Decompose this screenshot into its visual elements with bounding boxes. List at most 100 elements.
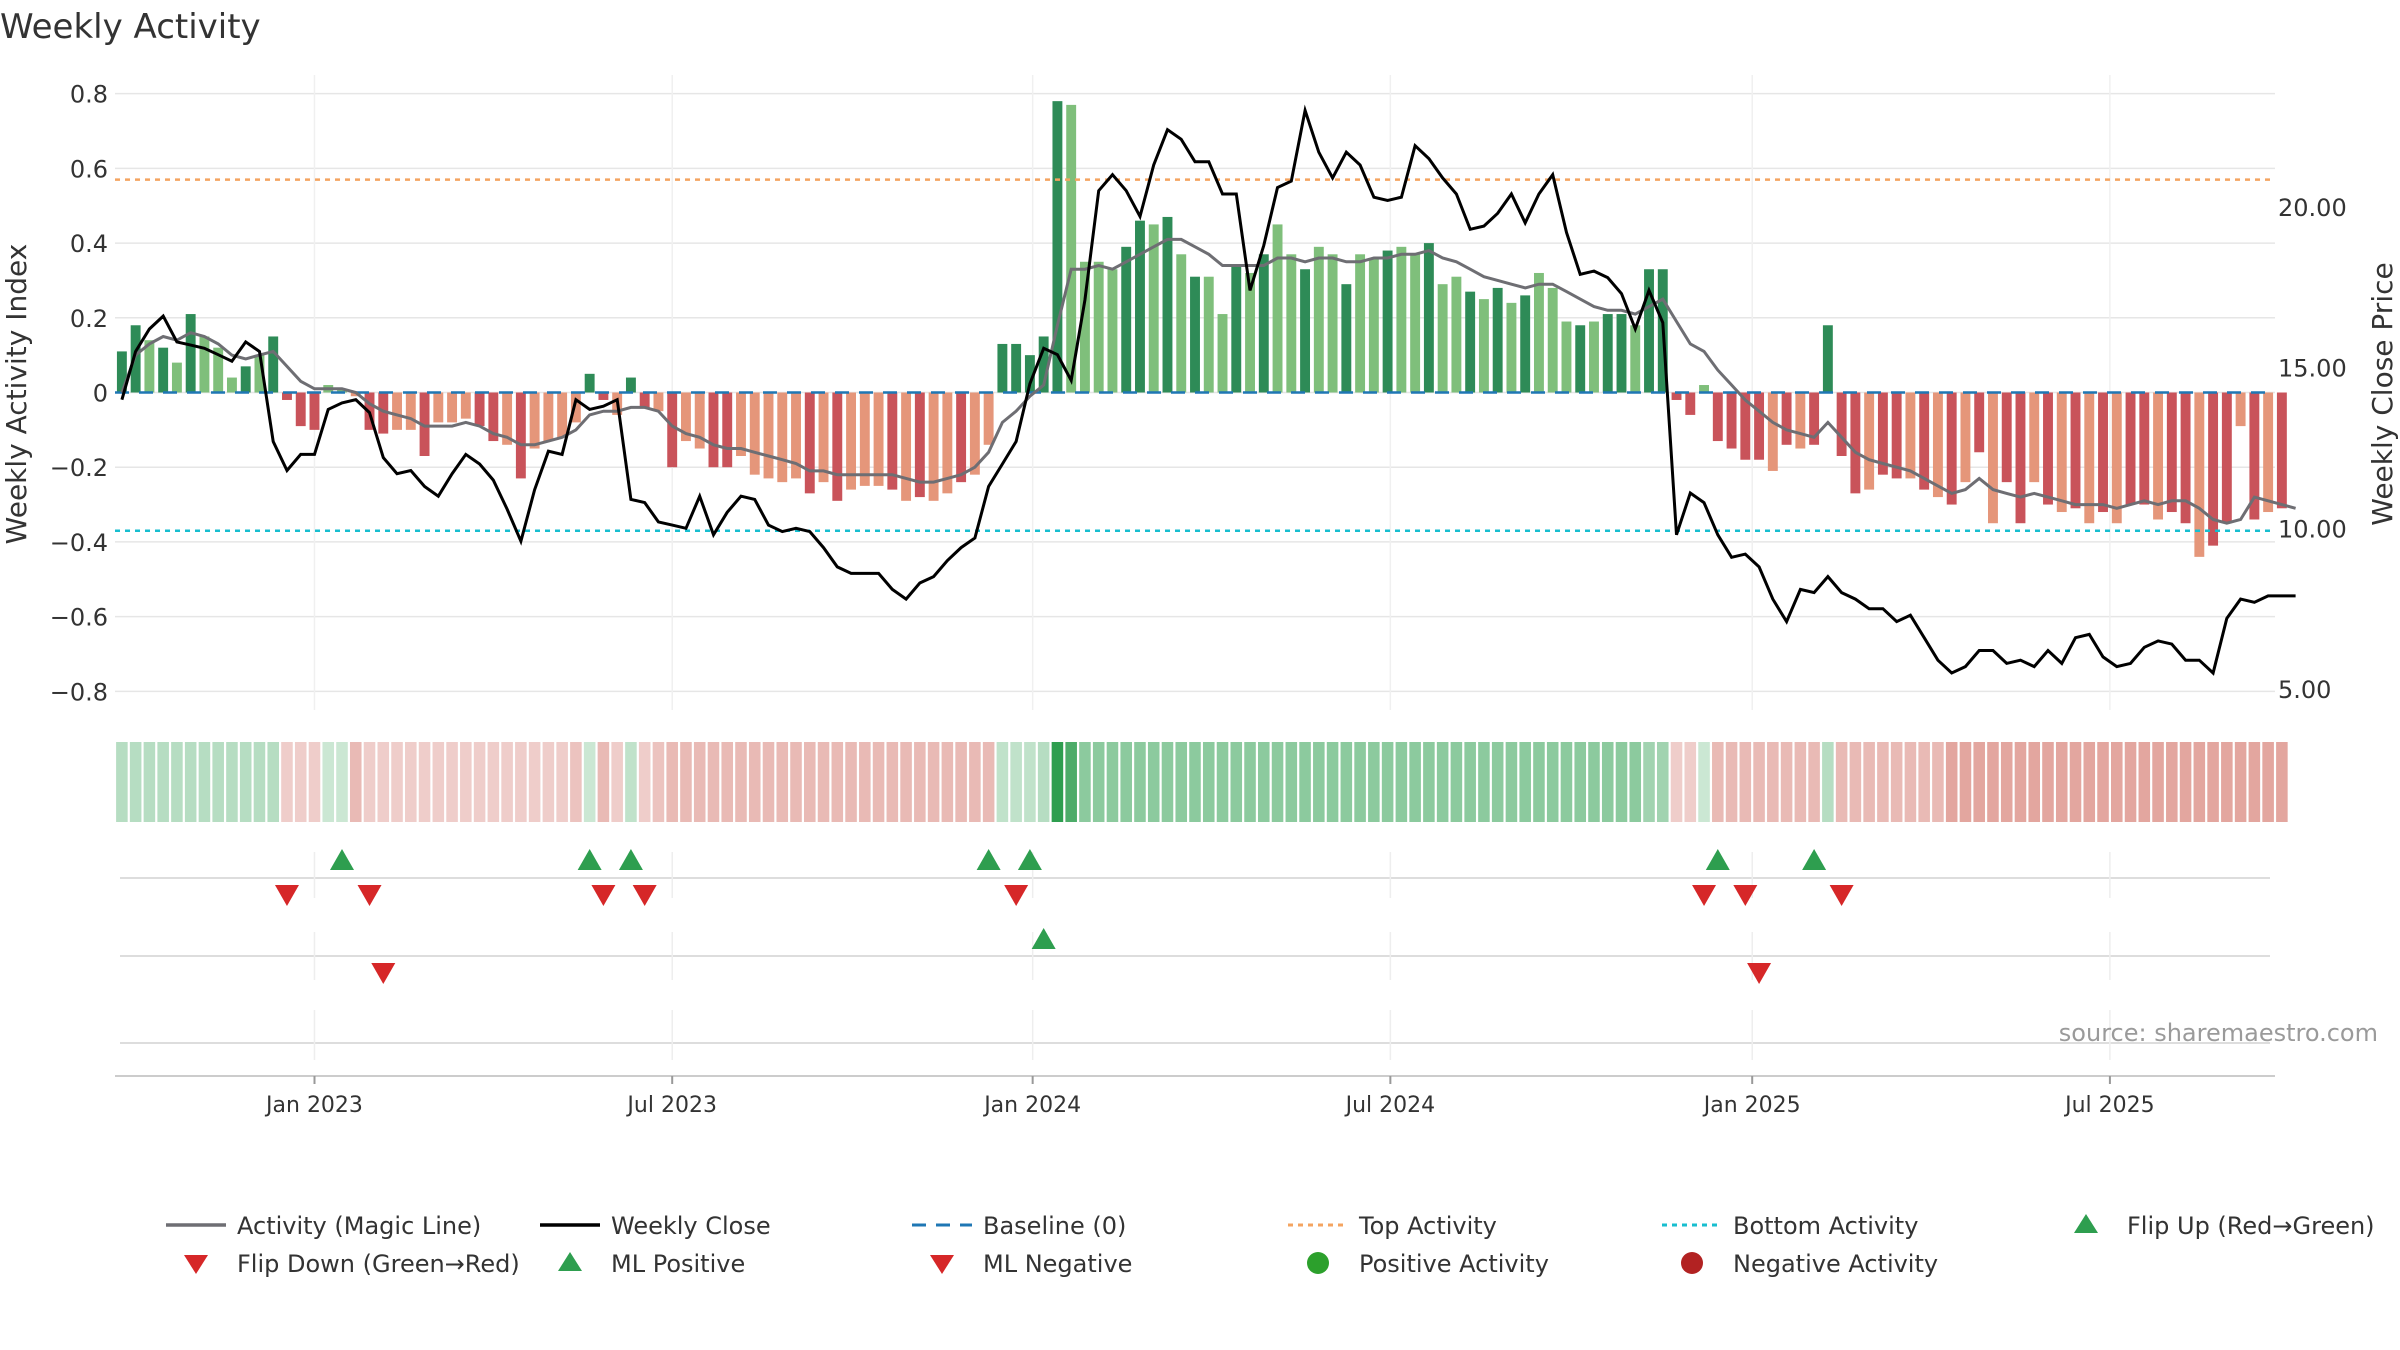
activity-bar [873, 392, 884, 486]
heat-cell [1106, 742, 1119, 822]
flip-up-marker [1802, 849, 1827, 870]
heat-cell [2152, 742, 2164, 822]
activity-bar [736, 392, 746, 456]
activity-bar [2180, 392, 2191, 524]
activity-bar [2166, 392, 2177, 513]
activity-bar [667, 392, 678, 468]
activity-bar [1231, 265, 1242, 393]
heat-cell [1271, 742, 1284, 822]
legend: Activity (Magic Line) Weekly Close Baselin… [166, 1212, 2375, 1278]
legend-item: Flip Up (Red→Green) [2074, 1212, 2375, 1240]
activity-bar [1368, 258, 1379, 393]
activity-bar [1313, 246, 1324, 393]
heat-cell [1712, 742, 1724, 822]
y-tick-label: 0.6 [70, 155, 108, 183]
heat-cell [2221, 742, 2233, 822]
heat-cell [721, 742, 734, 822]
activity-bar [2001, 392, 2012, 483]
heat-cell [1973, 742, 1985, 822]
activity-bar [282, 392, 292, 400]
heat-cell [1794, 742, 1807, 822]
activity-bar [2249, 392, 2260, 520]
activity-bar [625, 377, 636, 393]
heat-cell [1134, 742, 1146, 822]
activity-bar [1974, 392, 1985, 453]
legend-label: Flip Up (Red→Green) [2127, 1212, 2375, 1240]
activity-bar [268, 336, 279, 393]
heat-cell [583, 742, 596, 822]
activity-bar [818, 392, 829, 483]
activity-bar [2221, 392, 2232, 524]
activity-bar [1052, 101, 1063, 393]
activity-bar [2276, 392, 2287, 509]
activity-heat-strip [116, 742, 2288, 822]
legend-item: Bottom Activity [1662, 1212, 1918, 1240]
heat-cell [1767, 742, 1779, 822]
heat-cell [1560, 742, 1573, 822]
legend-item: ML Negative [930, 1250, 1132, 1278]
heat-cell [2262, 742, 2274, 822]
activity-bar [1932, 392, 1943, 498]
activity-bar [722, 392, 733, 468]
heat-cell [1120, 742, 1132, 822]
heat-cell [528, 742, 541, 822]
heat-cell [1588, 742, 1600, 822]
heat-cell [2000, 742, 2013, 822]
activity-bar [598, 392, 609, 400]
activity-bar [460, 392, 471, 419]
heat-cell [1945, 742, 1958, 822]
heat-cell [116, 742, 128, 822]
heat-cell [625, 742, 637, 822]
heat-cell [1643, 742, 1655, 822]
activity-bar [1300, 269, 1311, 393]
y-tick-label: 0.8 [70, 81, 108, 109]
heat-cell [556, 742, 568, 822]
activity-bar [942, 392, 953, 494]
activity-bar [213, 347, 224, 393]
heat-cell [817, 742, 830, 822]
activity-bar [1341, 284, 1352, 393]
activity-bar [515, 392, 526, 479]
activity-bar [2139, 392, 2150, 505]
activity-bar [1960, 392, 1971, 483]
flip-up-marker [577, 849, 602, 870]
heat-cell [2014, 742, 2027, 822]
legend-label: ML Negative [983, 1250, 1132, 1278]
heat-cell [363, 742, 376, 822]
activity-bar [158, 347, 169, 393]
activity-bar [2125, 392, 2136, 505]
heat-cell [1753, 742, 1765, 822]
activity-bar [144, 340, 155, 393]
heat-cell [405, 742, 417, 822]
heat-cell [1601, 742, 1614, 822]
activity-bar [956, 392, 967, 483]
activity-bar [1864, 392, 1875, 490]
reference-lines [115, 178, 2275, 532]
activity-bar [447, 392, 458, 423]
ml-negative-marker [371, 963, 396, 984]
activity-bar [1506, 302, 1517, 393]
heat-cell [198, 742, 211, 822]
activity-bar [914, 392, 925, 498]
activity-bar [763, 392, 774, 479]
activity-bar [240, 366, 251, 393]
y2-tick-label: 10.00 [2278, 515, 2347, 543]
heat-cell [1175, 742, 1188, 822]
heat-cell [1189, 742, 1201, 822]
heat-cell [1161, 742, 1174, 822]
heat-cell [803, 742, 816, 822]
heat-cell [1299, 742, 1311, 822]
heat-cell [2042, 742, 2054, 822]
y-tick-label: 0.4 [70, 230, 108, 258]
heat-cell [859, 742, 871, 822]
activity-bar [694, 392, 705, 449]
heat-cell [1904, 742, 1917, 822]
heat-cell [955, 742, 967, 822]
activity-bar [1575, 325, 1586, 393]
activity-bar [1382, 250, 1393, 393]
heat-cell [680, 742, 692, 822]
heat-cell [1491, 742, 1504, 822]
activity-bar [2084, 392, 2095, 524]
heat-cell [184, 742, 197, 822]
